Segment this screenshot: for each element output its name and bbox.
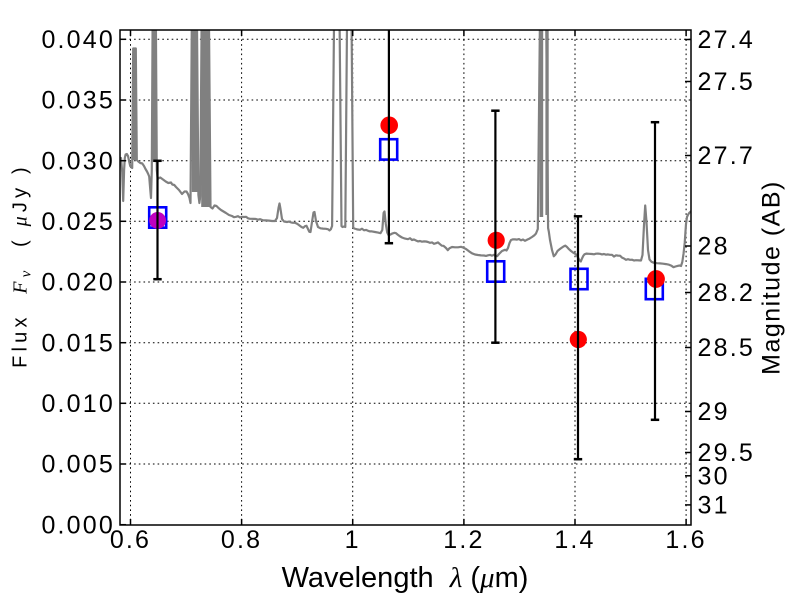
svg-text:Magnitude (AB): Magnitude (AB) — [758, 180, 786, 375]
svg-text:28.2: 28.2 — [698, 279, 755, 307]
svg-text:Wavelength λ (μm): Wavelength λ (μm) — [282, 562, 529, 594]
svg-text:29: 29 — [698, 398, 730, 426]
svg-text:29.5: 29.5 — [698, 439, 755, 467]
svg-text:27.4: 27.4 — [698, 26, 755, 54]
svg-text:27.5: 27.5 — [698, 68, 755, 96]
svg-text:1: 1 — [345, 526, 361, 554]
svg-text:0.005: 0.005 — [41, 451, 115, 479]
svg-text:0.6: 0.6 — [110, 526, 151, 554]
svg-text:0.015: 0.015 — [41, 329, 115, 357]
svg-text:Flux Fν ( μJy ): Flux Fν ( μJy ) — [10, 163, 35, 368]
svg-text:0.025: 0.025 — [41, 208, 115, 236]
svg-text:0.020: 0.020 — [41, 269, 115, 297]
svg-text:0.030: 0.030 — [41, 147, 115, 175]
svg-text:31: 31 — [698, 492, 730, 520]
svg-text:1.2: 1.2 — [443, 526, 484, 554]
svg-text:0.000: 0.000 — [41, 511, 115, 539]
svg-text:28: 28 — [698, 233, 730, 261]
svg-text:27.7: 27.7 — [698, 142, 755, 170]
svg-text:0.010: 0.010 — [41, 390, 115, 418]
svg-text:0.040: 0.040 — [41, 26, 115, 54]
svg-text:0.8: 0.8 — [221, 526, 262, 554]
svg-text:1.6: 1.6 — [665, 526, 706, 554]
svg-text:0.035: 0.035 — [41, 87, 115, 115]
svg-text:1.4: 1.4 — [554, 526, 595, 554]
svg-text:28.5: 28.5 — [698, 334, 755, 362]
svg-text:30: 30 — [698, 462, 730, 490]
